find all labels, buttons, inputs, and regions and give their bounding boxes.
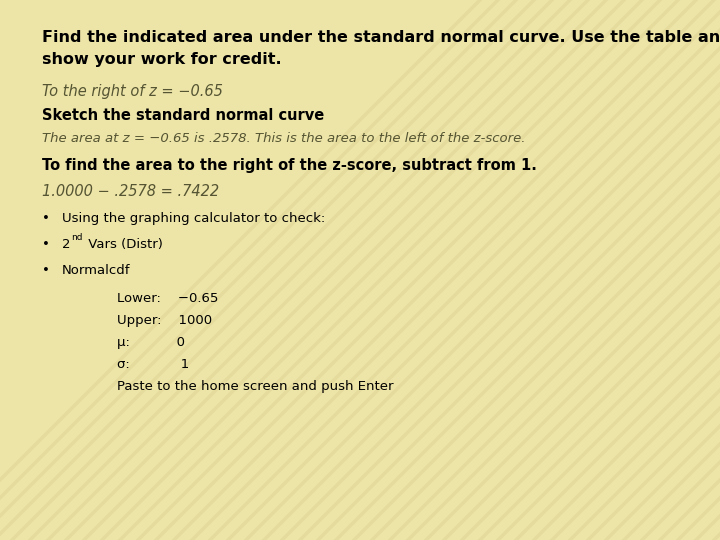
Text: To find the area to the right of the z-score, subtract from 1.: To find the area to the right of the z-s…	[42, 158, 537, 173]
Text: nd: nd	[71, 233, 83, 242]
Text: Using the graphing calculator to check:: Using the graphing calculator to check:	[62, 212, 325, 225]
Text: Upper:    1000: Upper: 1000	[117, 314, 212, 327]
Text: Paste to the home screen and push Enter: Paste to the home screen and push Enter	[117, 380, 394, 393]
Text: σ:            1: σ: 1	[117, 358, 189, 371]
Text: •: •	[42, 212, 50, 225]
Text: Sketch the standard normal curve: Sketch the standard normal curve	[42, 108, 324, 123]
Text: 2: 2	[62, 238, 71, 251]
Text: 1.0000 − .2578 = .7422: 1.0000 − .2578 = .7422	[42, 184, 219, 199]
Text: μ:           0: μ: 0	[117, 336, 185, 349]
Text: To the right of z = −0.65: To the right of z = −0.65	[42, 84, 223, 99]
Text: show your work for credit.: show your work for credit.	[42, 52, 282, 67]
Text: Find the indicated area under the standard normal curve. Use the table and: Find the indicated area under the standa…	[42, 30, 720, 45]
Text: Vars (Distr): Vars (Distr)	[84, 238, 163, 251]
Text: Normalcdf: Normalcdf	[62, 264, 130, 277]
Text: •: •	[42, 238, 50, 251]
Text: The area at z = −0.65 is .2578. This is the area to the left of the z-score.: The area at z = −0.65 is .2578. This is …	[42, 132, 526, 145]
Text: •: •	[42, 264, 50, 277]
Text: Lower:    −0.65: Lower: −0.65	[117, 292, 218, 305]
